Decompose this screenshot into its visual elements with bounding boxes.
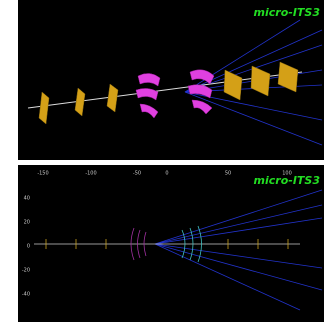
y-tick-label: -20 (22, 268, 30, 274)
x-tick-label: 100 (282, 171, 292, 177)
y-tick-label: 0 (27, 244, 30, 250)
bottom-panel (18, 165, 324, 322)
x-tick-label: -50 (133, 171, 141, 177)
x-tick-label: 0 (165, 171, 168, 177)
y-tick-label: -40 (22, 292, 30, 298)
event-display: micro-ITS3 micro-ITS3 (0, 0, 324, 322)
y-tick-label: 20 (24, 220, 30, 226)
x-tick-label: -150 (37, 171, 48, 177)
top-label: micro-ITS3 (254, 6, 321, 19)
x-tick-label: -100 (85, 171, 96, 177)
y-tick-label: 40 (24, 196, 30, 202)
x-tick-label: 50 (225, 171, 231, 177)
top-panel (18, 0, 324, 160)
